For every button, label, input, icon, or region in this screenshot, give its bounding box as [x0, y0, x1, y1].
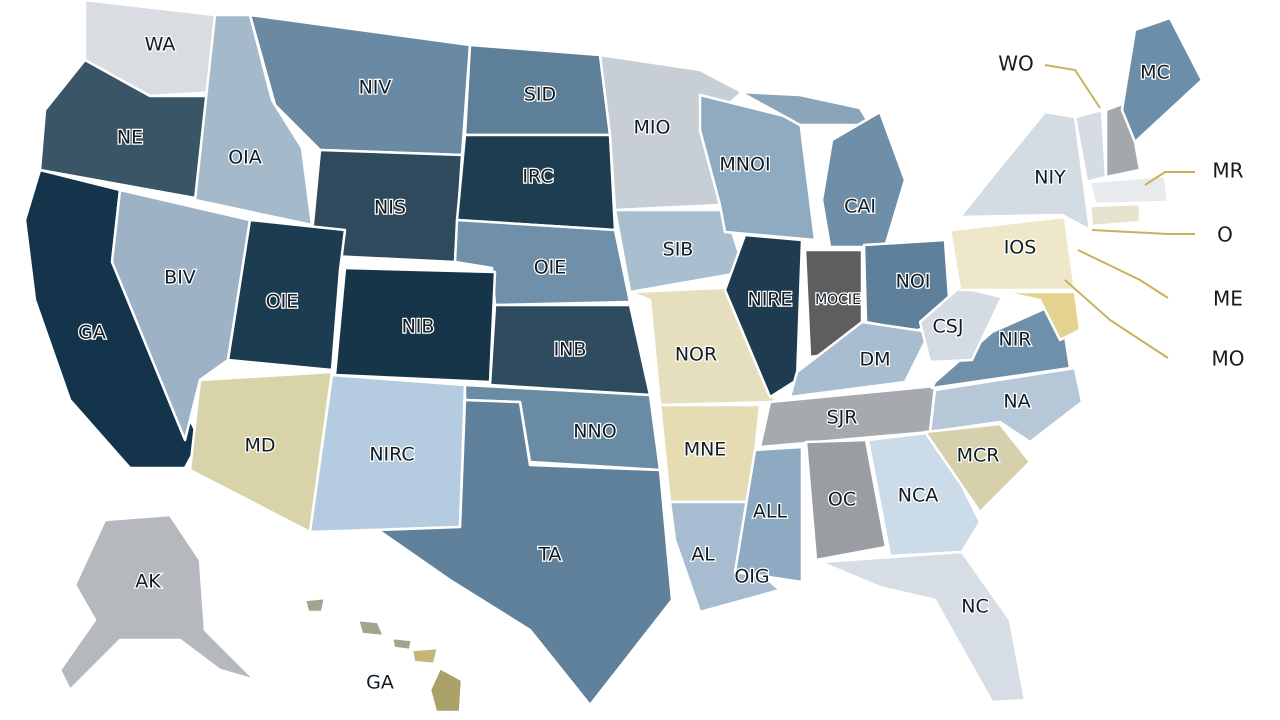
- state-label: SJR: [827, 407, 858, 429]
- states: [23, 0, 1204, 714]
- state-label: DM: [859, 349, 890, 371]
- state-label: OIE: [266, 291, 299, 313]
- state: [733, 445, 804, 584]
- state-label: MNOI: [719, 154, 770, 176]
- callout-label: O: [1217, 223, 1233, 247]
- callout-line: [1091, 229, 1195, 235]
- state: [226, 218, 347, 372]
- state-label: INB: [554, 339, 587, 361]
- callouts: WO MR O ME MO: [998, 52, 1244, 371]
- callout-label: MR: [1212, 159, 1243, 183]
- state-label: NOI: [896, 271, 931, 293]
- callout-line: [1064, 279, 1169, 359]
- state-label: MOCIE: [815, 292, 861, 308]
- state-label: MD: [244, 435, 275, 457]
- state: [788, 320, 932, 399]
- callout-line: [1077, 249, 1169, 299]
- state: [923, 422, 1032, 514]
- state: [1104, 100, 1142, 179]
- state: [820, 110, 907, 249]
- state: [723, 233, 804, 399]
- state-label: NOR: [675, 344, 717, 366]
- state-label: NIRE: [747, 289, 792, 311]
- island: [428, 666, 464, 714]
- state: [1088, 202, 1142, 228]
- state-label: NIS: [374, 197, 406, 219]
- state: [738, 90, 872, 127]
- state: [58, 513, 257, 692]
- state-label: NIB: [402, 316, 435, 338]
- state-label: AL: [691, 544, 715, 566]
- state: [1088, 174, 1170, 206]
- state-label: NIRC: [369, 444, 414, 466]
- island: [390, 636, 414, 652]
- state-label: WA: [145, 34, 176, 56]
- state-label: NC: [961, 596, 988, 618]
- state-label: OC: [828, 489, 856, 511]
- state: [918, 285, 1004, 364]
- state-label: IRC: [522, 166, 553, 188]
- state-label: MNE: [684, 439, 727, 461]
- state-label: OIG: [734, 566, 769, 588]
- state-label: MC: [1140, 62, 1170, 84]
- state-label: NIV: [359, 77, 392, 99]
- state-label: NIY: [1034, 167, 1066, 189]
- state-label: ALL: [753, 501, 788, 523]
- state-label: OIA: [228, 147, 262, 169]
- state-label: MCR: [957, 445, 1000, 467]
- island: [410, 646, 440, 666]
- state: [376, 398, 674, 707]
- state-label: SID: [524, 84, 556, 106]
- state-label: OIE: [534, 257, 567, 279]
- state-label: NNO: [573, 421, 616, 443]
- state-label: MIO: [634, 117, 671, 139]
- state-label: NA: [1003, 391, 1030, 413]
- state: [1000, 290, 1082, 342]
- state-label: IOS: [1004, 237, 1037, 259]
- state: [1120, 16, 1204, 144]
- state-label: NE: [117, 127, 143, 149]
- callout-lines: [1044, 64, 1195, 359]
- state-label: GA: [366, 672, 394, 694]
- state: [958, 110, 1092, 232]
- state: [866, 430, 982, 558]
- island: [356, 618, 386, 638]
- state-label: NCA: [898, 485, 938, 507]
- callout-label: ME: [1213, 287, 1243, 311]
- state-label: CSJ: [933, 316, 964, 338]
- callout-line: [1044, 64, 1101, 109]
- callout-label: WO: [998, 52, 1034, 76]
- callout-label: MO: [1212, 347, 1245, 371]
- state-label: AK: [135, 571, 161, 593]
- state-label: NIR: [998, 329, 1031, 351]
- state-label: SIB: [663, 239, 694, 261]
- state-label: CAI: [844, 196, 876, 218]
- state-label: GA: [78, 322, 106, 344]
- state: [83, 0, 217, 98]
- state-label: BIV: [164, 267, 196, 289]
- island: [303, 596, 327, 614]
- state: [804, 438, 888, 562]
- state-labels: WA NIV SID MIO NE OIA NIS IRC MNOI CAI N…: [77, 32, 1171, 695]
- state: [818, 550, 1027, 704]
- callout-line: [1144, 171, 1195, 186]
- state-label: TA: [537, 544, 561, 566]
